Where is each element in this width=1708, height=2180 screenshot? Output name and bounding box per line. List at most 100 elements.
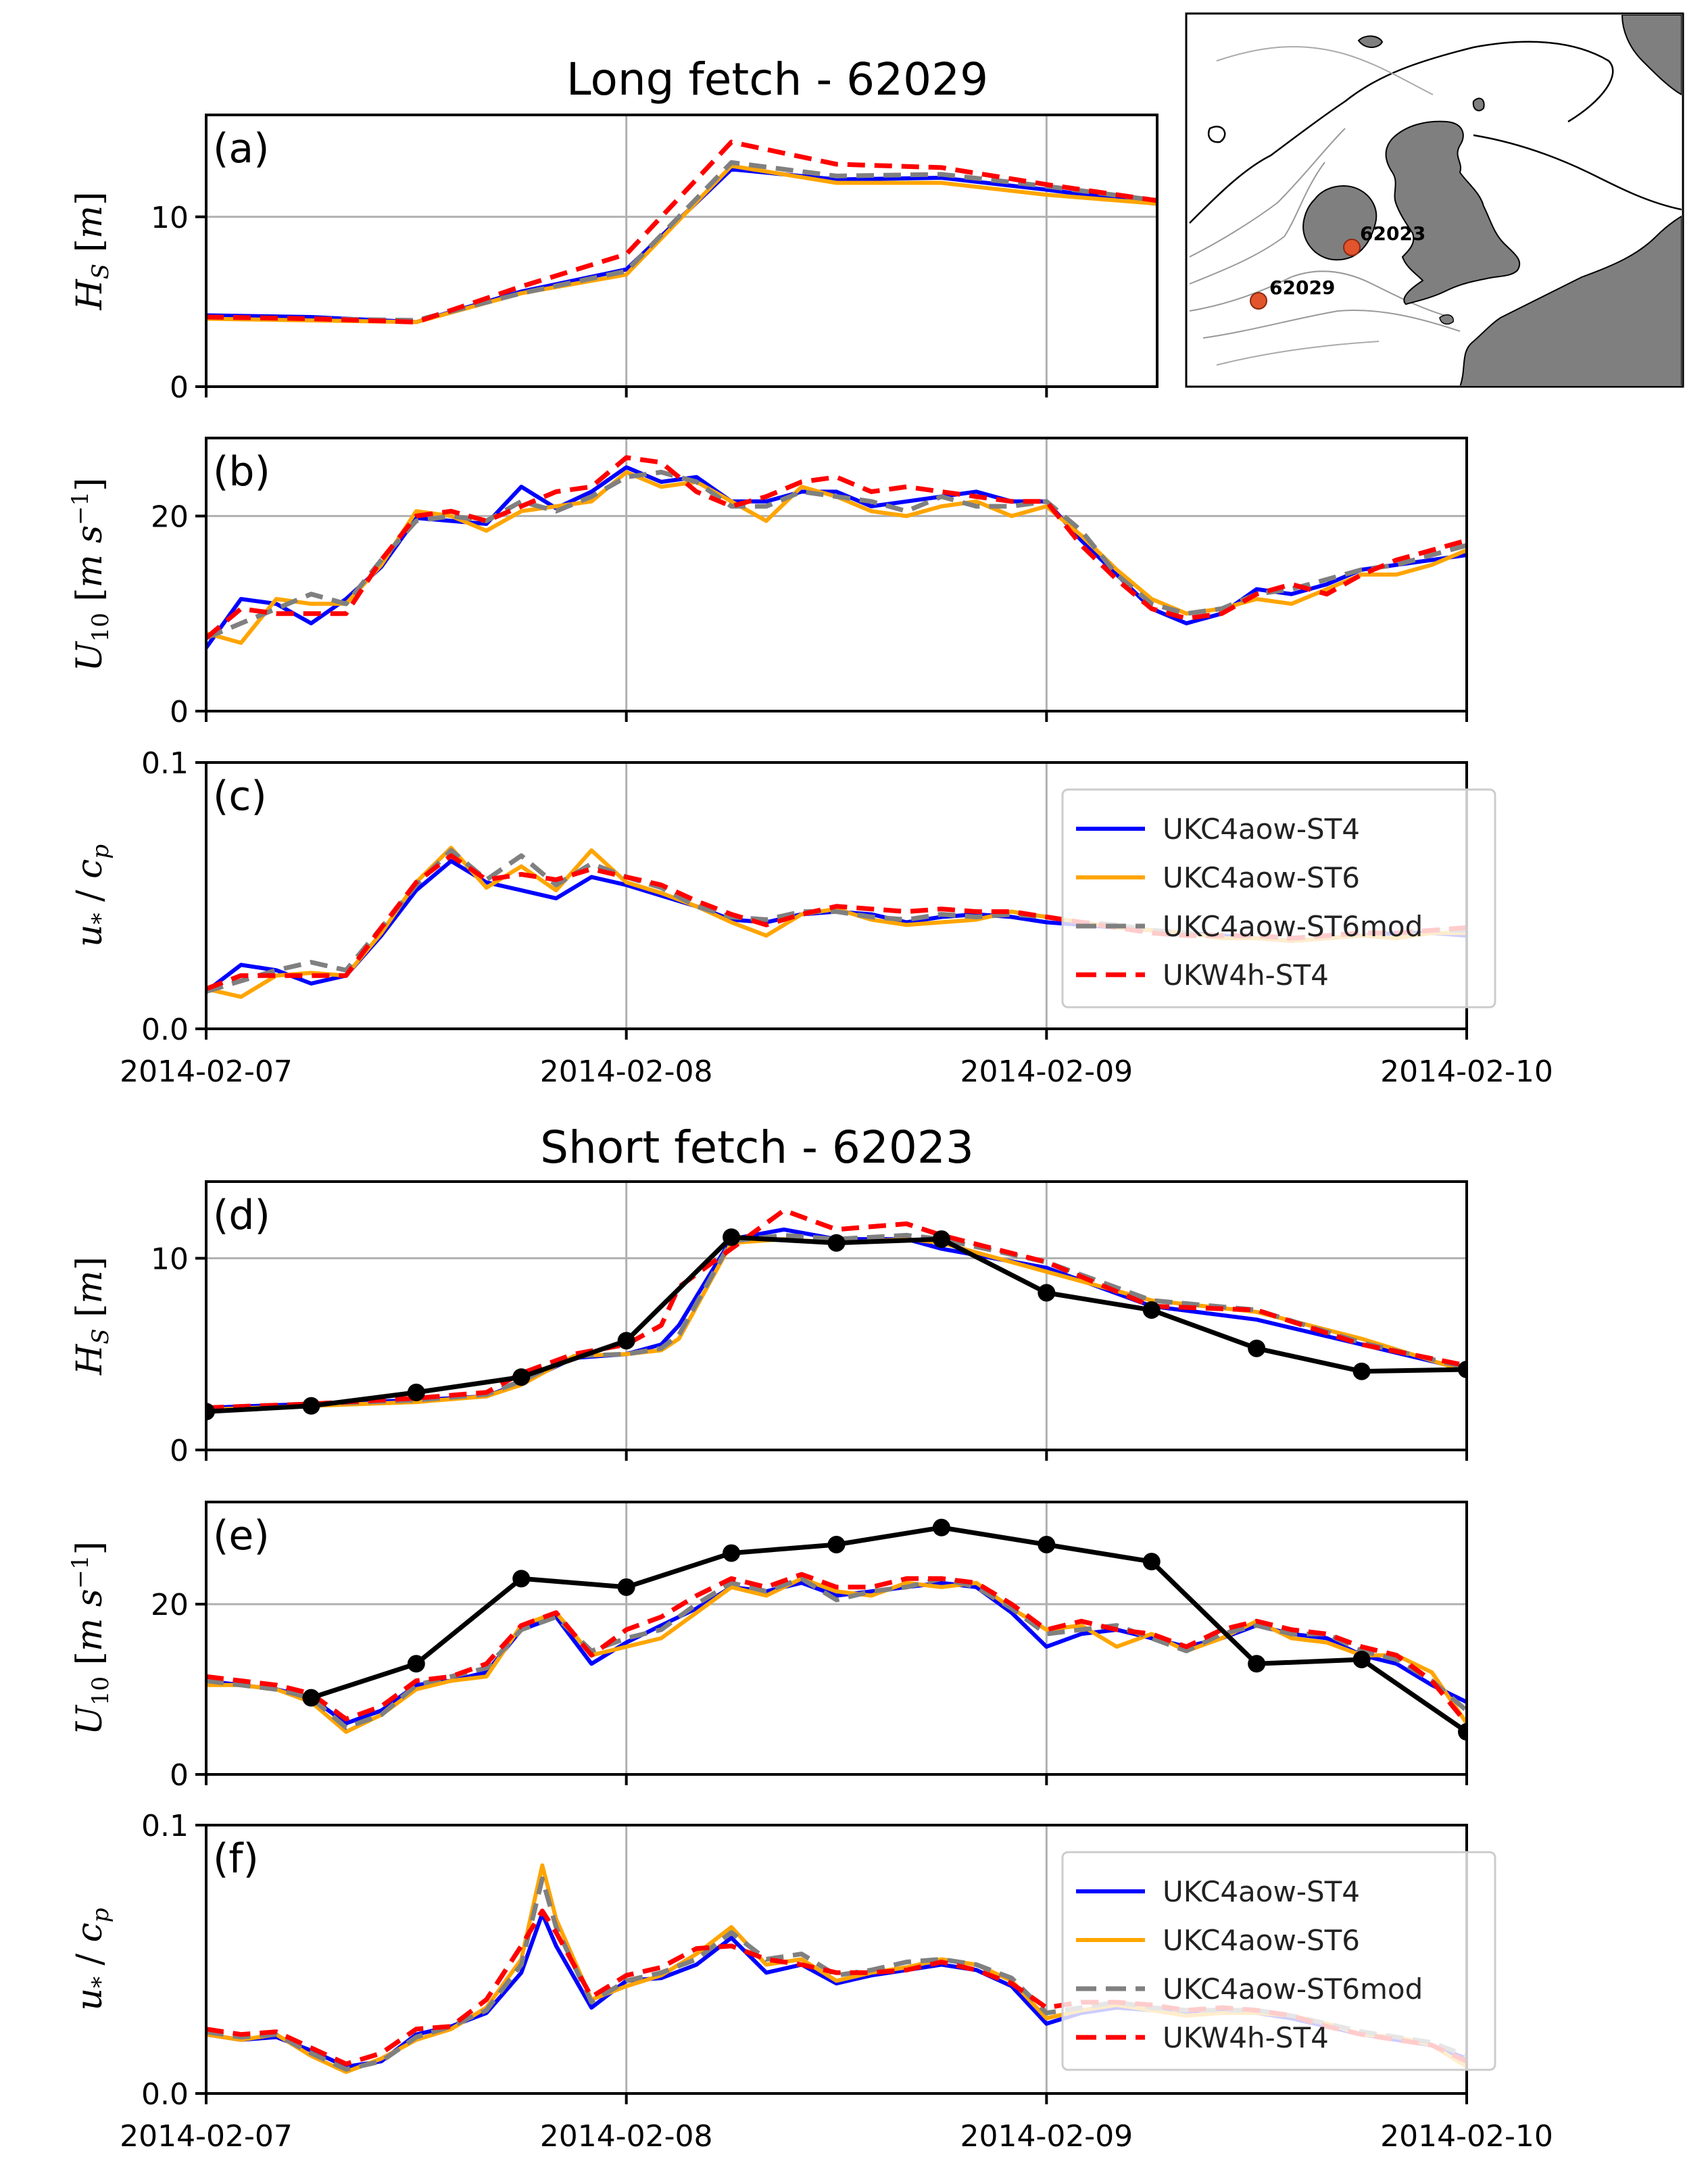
obs-point-d-12 (1458, 1360, 1467, 1378)
ytick-label-d-0: 0 (170, 1434, 189, 1468)
legend-label-ukc4aow-st6: UKC4aow-ST6 (1163, 1924, 1360, 1957)
obs-point-d-2 (407, 1383, 425, 1401)
ytick-label-a-1: 10 (151, 201, 189, 235)
map-contour-5 (1216, 341, 1380, 366)
title-long-fetch: Long fetch - 62029 (566, 53, 988, 105)
legend-label-ukc4aow-st4: UKC4aow-ST4 (1163, 813, 1360, 846)
legend-f: UKC4aow-ST4 UKC4aow-ST6 UKC4aow-ST6mod UKW4… (1061, 1851, 1496, 2071)
obs-point-d-0 (206, 1403, 215, 1421)
obs-point-e-2 (512, 1570, 531, 1588)
panel-f: 0.00.1(f)u* / cpUKC4aow-ST4UKC4aow-ST6UK… (70, 1809, 1553, 2154)
obs-point-e-9 (1248, 1655, 1266, 1673)
series-group-d (206, 1208, 1467, 1421)
panel-a: 0 10 (a) HS [m] (70, 114, 1158, 405)
xtick-label-c-1: 2014-02-08 (540, 1055, 713, 1089)
ylabel-a: HS [m] (70, 191, 114, 310)
ytick-label-a-0: 0 (170, 370, 189, 405)
map-contour-4 (1202, 310, 1461, 339)
ytick-label-d-1: 10 (151, 1242, 189, 1276)
ylabel-d: HS [m] (70, 1257, 114, 1376)
legend-c: UKC4aow-ST4 UKC4aow-ST6 UKC4aow-ST6mod UKW4… (1061, 788, 1496, 1009)
series-d-ukw4h-st4 (206, 1208, 1467, 1411)
panel-b: 0 20 (b) U10 [m s−1] (67, 437, 1468, 729)
obs-point-e-7 (1038, 1535, 1056, 1553)
ytick-label-e-0: 0 (170, 1758, 189, 1793)
map-shelf-contour (1189, 41, 1614, 224)
obs-point-d-10 (1248, 1339, 1266, 1357)
map-islands (1439, 314, 1454, 325)
map-contour-7 (1473, 134, 1682, 211)
legend-label-ukc4aow-st6mod: UKC4aow-ST6mod (1163, 1972, 1423, 2006)
axes-frame-b (205, 437, 1468, 712)
series-b-ukc4aow-st4 (206, 465, 1467, 649)
series-d-ukc4aow-st6mod (206, 1232, 1467, 1411)
xtick-label-f-0: 2014-02-07 (120, 2119, 293, 2154)
series-e-ukw4h-st4 (206, 1572, 1467, 1725)
map-continent (1459, 215, 1682, 385)
map-rockall (1207, 126, 1226, 143)
buoy-62023-label: 62023 (1360, 222, 1425, 245)
legend-label-ukw4h-st4: UKW4h-ST4 (1163, 2021, 1329, 2054)
legend-label-ukc4aow-st6mod: UKC4aow-ST6mod (1163, 910, 1423, 943)
buoy-62029-label: 62029 (1269, 276, 1335, 299)
xtick-label-c-2: 2014-02-09 (960, 1055, 1133, 1089)
panel-e: 0 20 (e) U10 [m s−1] (67, 1501, 1468, 1793)
series-e-ukc4aow-st6mod (206, 1576, 1467, 1730)
series-group-b (206, 455, 1467, 649)
ylabel-f: u* / cp (70, 1908, 114, 2011)
ytick-label-f-0: 0.0 (141, 2077, 189, 2112)
legend-frame (1061, 1851, 1496, 2071)
map-contour-6 (1216, 46, 1434, 95)
obs-point-d-3 (512, 1368, 531, 1386)
series-f-ukc4aow-st6mod (206, 1876, 1467, 2072)
map-faroes (1357, 35, 1384, 48)
ylabel-c: u* / cp (70, 844, 114, 947)
xtick-label-f-3: 2014-02-10 (1380, 2119, 1553, 2154)
buoy-62029-marker (1250, 292, 1267, 310)
obs-point-d-11 (1352, 1362, 1371, 1380)
axes-frame-e (205, 1501, 1468, 1776)
xtick-label-c-3: 2014-02-10 (1380, 1055, 1553, 1089)
ytick-label-c-0: 0.0 (141, 1013, 189, 1047)
obs-point-e-4 (723, 1544, 741, 1562)
title-short-fetch: Short fetch - 62023 (540, 1121, 974, 1173)
map-great-britain (1385, 120, 1521, 306)
series-e-observations (310, 1525, 1467, 1734)
panel-label-d: (d) (213, 1192, 270, 1239)
xtick-label-f-2: 2014-02-09 (960, 2119, 1133, 2154)
obs-point-d-5 (723, 1228, 741, 1246)
obs-point-d-4 (617, 1332, 635, 1350)
axes-frame-d (205, 1180, 1468, 1451)
series-a-ukw4h-st4 (206, 139, 1157, 324)
obs-point-d-6 (827, 1234, 846, 1252)
ytick-label-f-1: 0.1 (141, 1809, 189, 1843)
obs-point-e-1 (407, 1655, 425, 1673)
obs-point-e-0 (302, 1689, 320, 1707)
obs-point-e-11 (1458, 1723, 1467, 1741)
axes-frame-a (205, 114, 1158, 388)
series-group-e (206, 1518, 1467, 1741)
panel-d: 0 10 (d) HS [m] (70, 1180, 1468, 1468)
legend-label-ukc4aow-st4: UKC4aow-ST4 (1163, 1875, 1360, 1908)
panel-label-a: (a) (213, 125, 270, 172)
map-shetland (1472, 97, 1485, 112)
series-b-ukc4aow-st6mod (206, 470, 1467, 641)
series-b-ukw4h-st4 (206, 455, 1467, 640)
panel-label-b: (b) (213, 448, 270, 495)
ytick-label-b-1: 20 (151, 500, 189, 534)
obs-point-d-1 (302, 1397, 320, 1415)
series-group-a (206, 139, 1157, 324)
legend-frame (1061, 788, 1496, 1009)
obs-point-d-9 (1142, 1301, 1161, 1319)
panel-label-f: (f) (213, 1835, 259, 1883)
obs-point-d-8 (1038, 1284, 1056, 1302)
map-contour-2 (1189, 162, 1325, 285)
panel-c: 0.00.1(c)u* / cpUKC4aow-ST4UKC4aow-ST6UK… (70, 746, 1553, 1089)
ylabel-e: U10 [m s−1] (67, 1541, 114, 1735)
panel-label-c: (c) (213, 773, 267, 820)
ytick-label-e-1: 20 (151, 1588, 189, 1622)
inset-map: 62023 62029 (1185, 12, 1684, 388)
obs-point-e-5 (827, 1535, 846, 1553)
map-contour-1 (1189, 128, 1346, 258)
